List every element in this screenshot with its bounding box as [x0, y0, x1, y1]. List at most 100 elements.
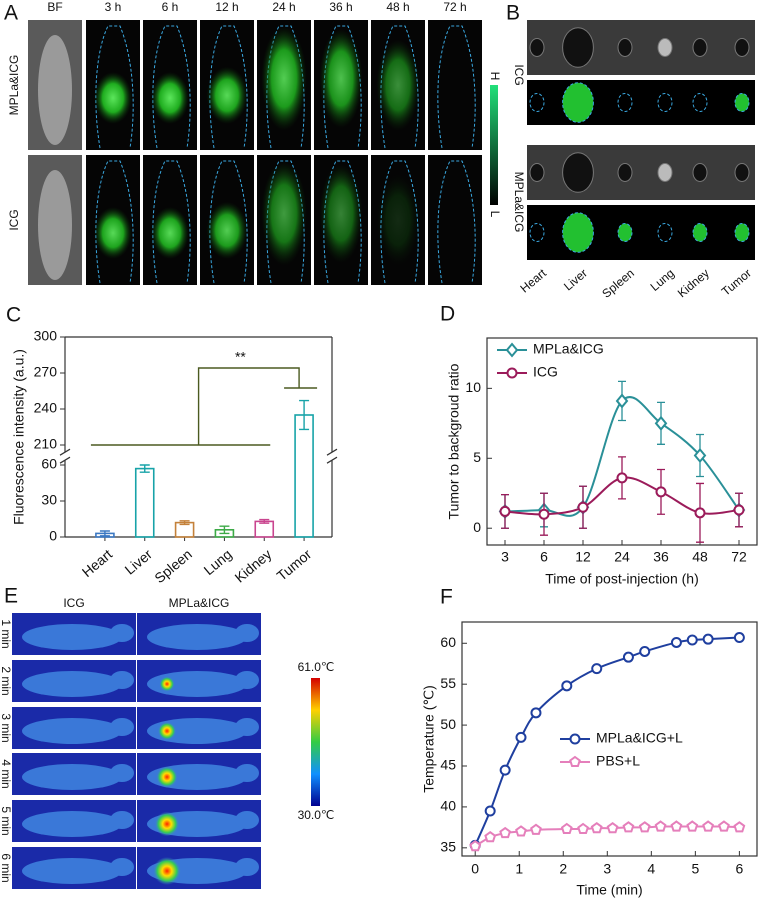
organ [617, 93, 633, 112]
marker [693, 447, 707, 464]
marker [569, 755, 581, 768]
hot-spot [153, 857, 181, 885]
mouse-body [147, 624, 247, 650]
column-label: 36 h [329, 0, 352, 14]
fluorescence [94, 72, 132, 124]
mouse-head [110, 671, 134, 689]
panel-letter: C [6, 304, 21, 327]
marker [606, 821, 619, 834]
y-tick-label: 240 [34, 400, 58, 416]
panel-letter: D [440, 303, 455, 326]
x-tick-label: 1 [515, 861, 523, 877]
fluorescence [94, 207, 132, 259]
row-label: MPLa&ICG [512, 172, 526, 233]
error-bar [99, 530, 110, 537]
mouse-outline [437, 25, 476, 149]
marker [484, 830, 497, 843]
organ [529, 38, 545, 57]
x-axis-title: Time (min) [576, 882, 642, 898]
organ [529, 223, 545, 242]
scale-high: 61.0℃ [298, 660, 335, 674]
column-label: 6 h [162, 0, 179, 14]
x-axis-title: Time of post-injection (h) [545, 571, 699, 587]
marker [615, 393, 629, 409]
row-label: 1 min [0, 619, 13, 648]
organ [734, 93, 750, 112]
row-label: 6 min [0, 853, 13, 882]
organ [617, 38, 633, 57]
column-label: 48 h [386, 0, 409, 14]
organ [692, 223, 708, 242]
organ [692, 163, 708, 182]
x-tick-label: 2 [559, 861, 567, 877]
hot-spot [157, 721, 177, 741]
mouse-body [22, 624, 122, 650]
row-label: 3 min [0, 713, 13, 742]
error-bar [139, 464, 150, 473]
y-tick-label: 60 [41, 456, 57, 472]
error-bar [299, 399, 310, 431]
column-label: ICG [63, 596, 84, 610]
marker [569, 733, 581, 745]
y-axis-title: Tumor to backgroud ratio [446, 363, 462, 519]
mouse-head [110, 811, 134, 829]
marker [718, 820, 730, 832]
organ [562, 212, 594, 253]
marker [694, 507, 706, 519]
x-tick-label: 3 [603, 861, 611, 877]
mouse-head [110, 624, 134, 642]
hot-spot [159, 676, 175, 692]
y-tick-label: 5 [473, 449, 481, 465]
marker [515, 731, 527, 743]
mouse-head [235, 811, 259, 829]
x-tick-label: Lung [201, 546, 235, 578]
row-label: 4 min [0, 759, 13, 788]
mouse-head [110, 718, 134, 736]
marker [639, 645, 651, 657]
y-tick-label: 0 [473, 519, 481, 535]
mouse-head [235, 624, 259, 642]
column-label: BF [47, 0, 62, 14]
x-tick-label: Liver [122, 546, 156, 578]
bar [134, 467, 155, 538]
organ-label: Kidney [675, 266, 712, 300]
marker [499, 826, 512, 839]
mouse-body [22, 718, 122, 744]
x-tick-label: Tumor [274, 546, 315, 584]
marker [499, 505, 511, 517]
organ-label: Liver [561, 266, 590, 293]
organ [692, 93, 708, 112]
mouse-body [22, 671, 122, 697]
marker [560, 822, 573, 835]
x-tick-label: 5 [691, 861, 699, 877]
image-tile [527, 80, 755, 125]
organ [657, 223, 673, 242]
fluorescence [376, 39, 420, 131]
x-tick-label: 6 [735, 861, 743, 877]
error-bar [179, 520, 190, 526]
x-tick-label: 4 [647, 861, 655, 877]
marker [686, 820, 699, 832]
mouse-head [235, 671, 259, 689]
mouse-outline [437, 160, 476, 284]
fluorescence [151, 207, 189, 259]
marker [733, 632, 745, 644]
axis-break [59, 456, 71, 464]
marker [733, 821, 746, 833]
marker [530, 823, 542, 835]
marker [616, 472, 628, 484]
error-bar [219, 525, 230, 535]
marker [702, 820, 715, 832]
organ [692, 38, 708, 57]
fluorescence [151, 72, 189, 124]
marker [670, 820, 683, 832]
organ [657, 163, 673, 182]
organ [562, 152, 594, 193]
y-tick-label: 50 [440, 716, 456, 732]
mouse-body [147, 671, 247, 697]
hot-spot [156, 766, 178, 788]
column-label: 72 h [443, 0, 466, 14]
y-axis-title: Fluorescence intensity (a.u.) [11, 349, 27, 525]
x-tick-label: 6 [540, 549, 548, 565]
